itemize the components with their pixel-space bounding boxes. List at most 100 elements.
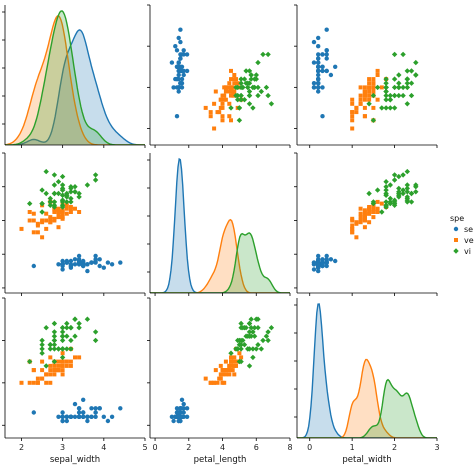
data-point	[105, 260, 111, 265]
data-point	[228, 350, 234, 356]
data-point	[268, 325, 275, 331]
data-point	[64, 190, 70, 197]
data-point	[81, 410, 86, 415]
data-point	[222, 93, 227, 98]
data-point	[179, 76, 185, 82]
data-point	[48, 355, 53, 360]
data-point	[93, 414, 98, 419]
data-point	[333, 64, 338, 70]
data-point	[51, 204, 58, 210]
data-point	[232, 81, 237, 86]
data-point	[225, 89, 230, 94]
data-point	[233, 92, 239, 99]
data-point	[235, 97, 241, 103]
data-point	[51, 182, 58, 188]
data-point	[246, 80, 253, 86]
data-point	[55, 346, 62, 352]
data-point	[76, 253, 82, 259]
legend-entry: vi	[453, 247, 471, 256]
data-point	[44, 226, 49, 231]
data-point	[212, 380, 217, 385]
data-point	[374, 187, 381, 193]
data-point	[59, 192, 66, 198]
subplot-petal_width-vs-petal_length: 0 2 4 6 8 petal_length	[147, 297, 293, 465]
data-point	[316, 60, 321, 65]
plot-area	[19, 316, 123, 424]
data-point	[320, 64, 325, 70]
data-point	[56, 213, 61, 218]
data-point	[178, 56, 183, 61]
data-point	[184, 68, 190, 74]
data-point	[324, 263, 329, 269]
data-point	[350, 110, 355, 115]
data-point	[229, 118, 233, 123]
data-point	[383, 187, 389, 193]
data-point	[72, 401, 78, 407]
x-tick-label: 4	[220, 443, 225, 452]
data-point	[383, 88, 389, 95]
data-point	[370, 199, 377, 205]
x-axis-title: sepal_width	[50, 455, 100, 465]
data-point	[366, 190, 372, 197]
subplot-petal_length-vs-petal_length	[147, 153, 291, 296]
data-point	[404, 185, 410, 192]
data-point	[320, 257, 325, 262]
x-tick-label: 3	[434, 443, 439, 452]
data-point	[51, 320, 58, 327]
data-point	[250, 346, 256, 352]
data-point	[387, 195, 393, 202]
data-point	[316, 68, 321, 74]
data-point	[240, 337, 246, 344]
data-point	[171, 418, 176, 424]
data-point	[76, 325, 82, 331]
data-point	[27, 380, 32, 385]
data-point	[178, 406, 183, 411]
data-point	[320, 85, 325, 90]
data-point	[316, 64, 321, 70]
kde-area	[5, 29, 145, 145]
data-point	[236, 342, 243, 348]
data-point	[56, 262, 61, 267]
data-point	[72, 414, 78, 419]
data-point	[178, 81, 183, 86]
data-point	[44, 211, 49, 216]
data-point	[220, 114, 225, 119]
data-point	[60, 351, 65, 356]
data-point	[93, 410, 98, 415]
data-point	[76, 260, 82, 265]
data-point	[203, 376, 208, 381]
data-point	[81, 397, 86, 402]
data-point	[383, 80, 389, 86]
data-point	[76, 406, 82, 411]
data-point	[51, 337, 58, 344]
data-point	[453, 226, 459, 232]
data-point	[64, 414, 70, 419]
kde-line	[150, 232, 290, 293]
kde-line	[5, 29, 145, 145]
legend-label: se	[464, 225, 473, 234]
data-point	[396, 173, 402, 180]
data-point	[371, 89, 376, 94]
data-point	[260, 337, 266, 344]
data-point	[387, 97, 393, 103]
data-point	[253, 72, 259, 78]
data-point	[179, 64, 185, 70]
data-point	[400, 187, 406, 193]
data-point	[68, 414, 74, 419]
data-point	[246, 101, 253, 107]
data-point	[246, 363, 253, 369]
data-point	[367, 220, 372, 225]
data-point	[232, 359, 237, 364]
data-point	[52, 372, 57, 377]
data-point	[383, 179, 389, 185]
data-point	[367, 77, 372, 82]
data-point	[238, 346, 244, 352]
data-point	[68, 195, 74, 202]
data-point	[241, 97, 248, 103]
subplot-sepal_width-vs-petal_length	[147, 4, 291, 148]
data-point	[44, 218, 49, 223]
data-point	[371, 105, 376, 110]
data-point	[408, 199, 415, 205]
data-point	[383, 199, 389, 205]
data-point	[40, 376, 45, 381]
